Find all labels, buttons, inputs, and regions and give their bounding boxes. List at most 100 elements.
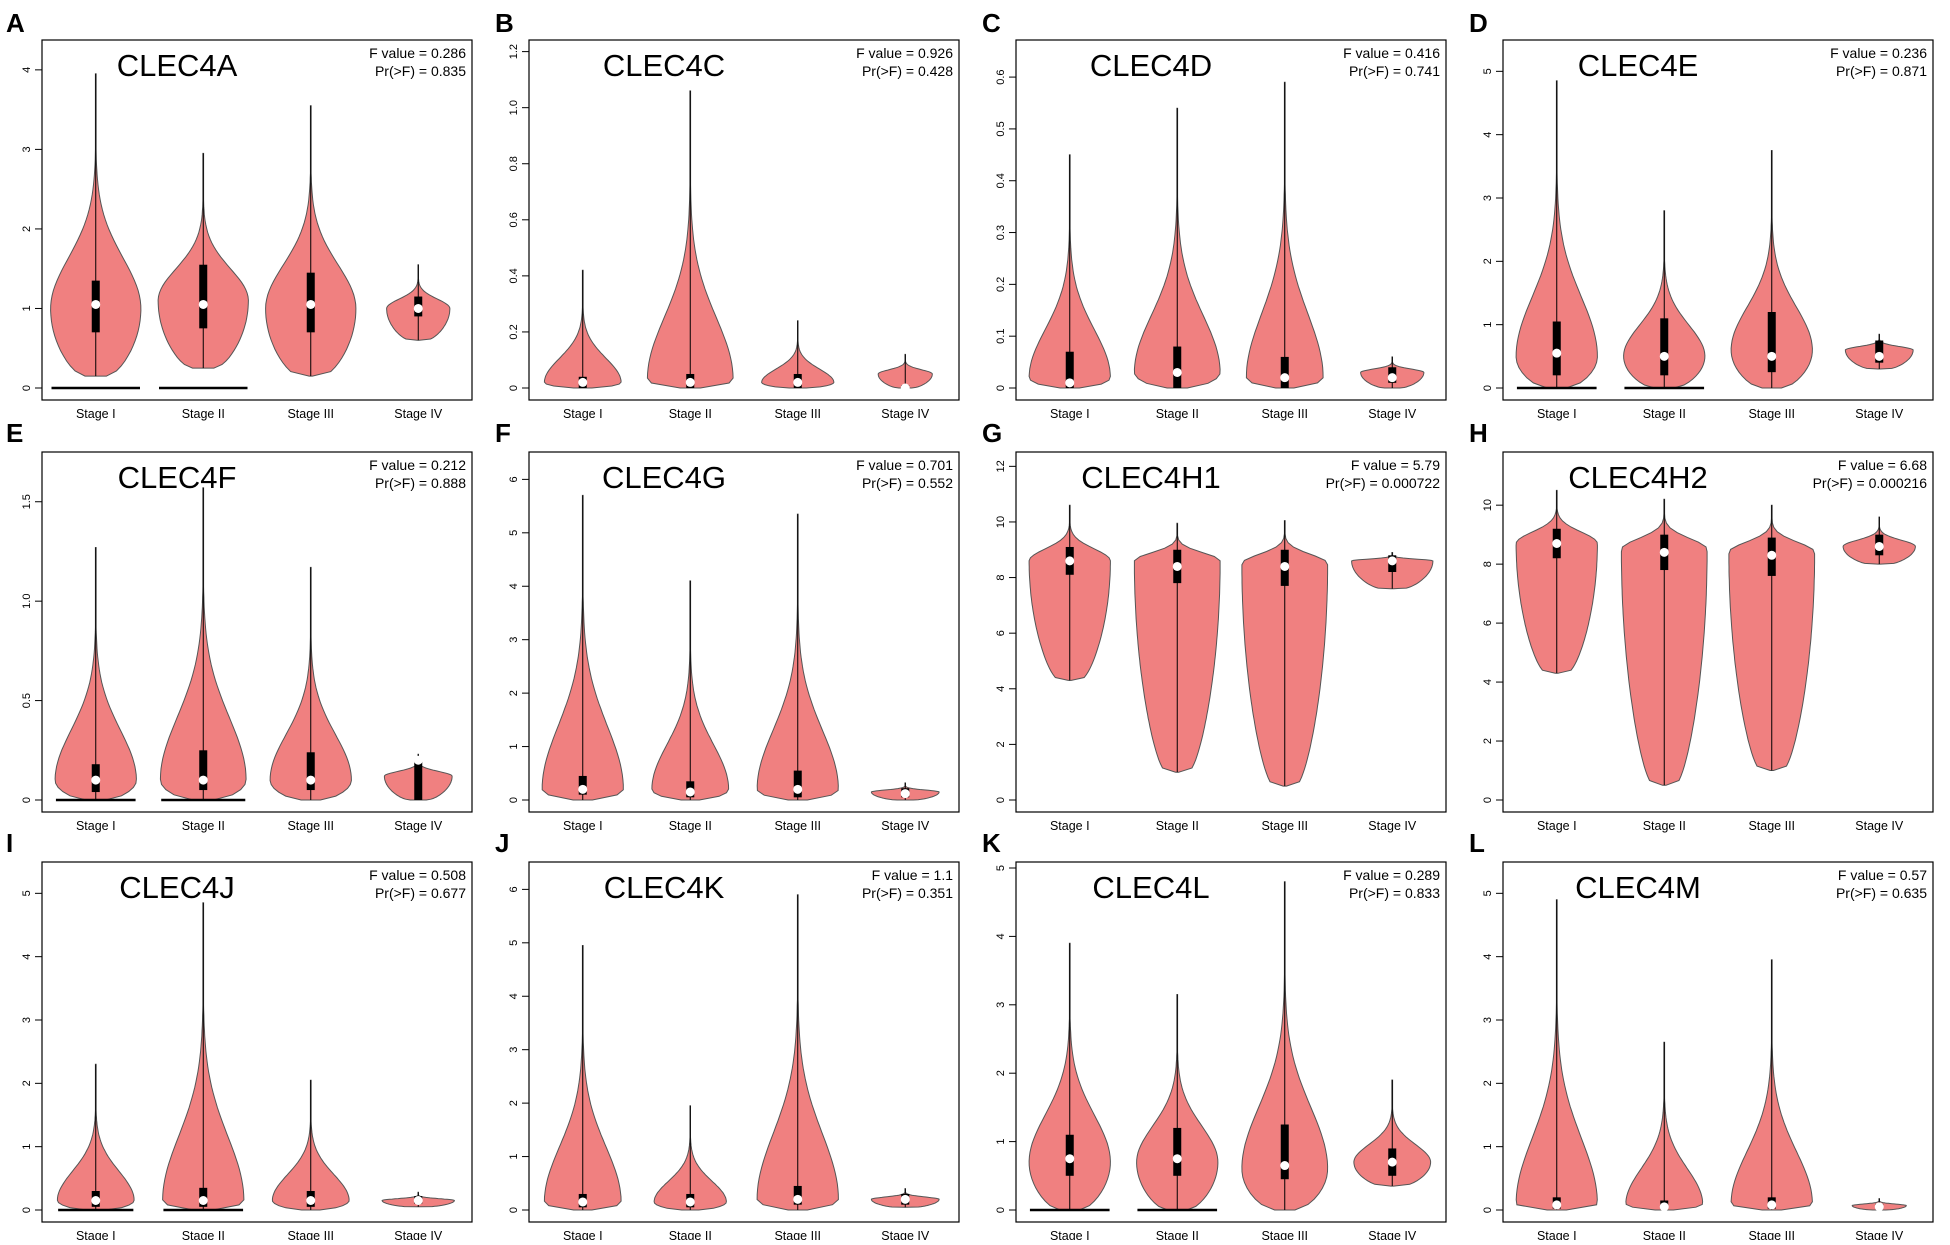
chart-title: CLEC4A	[117, 48, 238, 83]
f-value-text: F value = 5.79	[1351, 457, 1440, 473]
x-tick-label: Stage II	[182, 1229, 225, 1240]
y-tick-label: 0	[1482, 1207, 1494, 1213]
x-tick-label: Stage III	[287, 1229, 334, 1240]
violin-4: Stage IV	[877, 353, 933, 421]
panel-label: H	[1469, 418, 1488, 448]
y-tick-label: 4	[508, 583, 520, 589]
y-tick-label: 4	[1482, 679, 1494, 685]
violin-4: Stage IV	[1851, 1198, 1907, 1243]
median-point	[198, 299, 208, 309]
y-tick-label: 8	[995, 574, 1007, 580]
y-tick-label: 0.4	[995, 173, 1007, 188]
y-tick-label: 0	[508, 385, 520, 391]
pr-value-text: Pr(>F) = 0.833	[1349, 885, 1440, 901]
iqr-box	[1767, 312, 1776, 373]
x-tick-label: Stage III	[287, 407, 334, 421]
chart-title: CLEC4L	[1092, 870, 1209, 905]
y-tick-label: 8	[1482, 561, 1494, 567]
f-value-text: F value = 0.212	[369, 457, 466, 473]
y-tick-label: 3	[1482, 1017, 1494, 1023]
chart-title: CLEC4E	[1578, 48, 1699, 83]
violin-2: Stage II	[157, 152, 249, 421]
x-tick-label: Stage III	[1261, 1229, 1308, 1240]
x-tick-label: Stage I	[1537, 1229, 1577, 1240]
x-tick-label: Stage I	[1537, 407, 1577, 421]
y-tick-label: 10	[1482, 499, 1494, 511]
y-tick-label: 4	[995, 686, 1007, 692]
median-point	[793, 784, 803, 794]
y-tick-label: 0.6	[995, 69, 1007, 84]
x-tick-label: Stage III	[287, 819, 334, 833]
y-tick-label: 1	[1482, 322, 1494, 328]
iqr-box	[1660, 318, 1669, 376]
median-point	[1280, 1161, 1290, 1171]
chart-title: CLEC4H2	[1568, 460, 1708, 495]
x-tick-label: Stage I	[76, 819, 116, 833]
violin-3: Stage III	[1245, 81, 1324, 421]
violin-1: Stage I	[50, 73, 142, 421]
x-tick-label: Stage IV	[394, 819, 443, 833]
chart-title: CLEC4D	[1090, 48, 1212, 83]
iqr-box	[1552, 321, 1561, 376]
median-point	[1659, 1202, 1669, 1212]
median-point	[1874, 351, 1884, 361]
violin-4: Stage IV	[1844, 333, 1914, 421]
pr-value-text: Pr(>F) = 0.677	[375, 885, 466, 901]
median-point	[91, 775, 101, 785]
chart-title: CLEC4M	[1575, 870, 1701, 905]
chart-title: CLEC4J	[119, 870, 234, 905]
f-value-text: F value = 0.701	[856, 457, 953, 473]
panel-a: A 0 1 2 3 4 CLEC4A F value = 0.286 Pr(>F) = 0.83…	[6, 8, 473, 421]
median-point	[1172, 1154, 1182, 1164]
median-point	[1874, 541, 1884, 551]
median-point	[1659, 547, 1669, 557]
median-point	[306, 1196, 316, 1205]
y-tick-label: 1	[1482, 1144, 1494, 1150]
median-point	[91, 1196, 101, 1205]
y-tick-label: 4	[1482, 954, 1494, 960]
iqr-box	[1875, 340, 1884, 363]
y-tick-label: 0	[21, 797, 33, 803]
x-tick-label: Stage II	[1156, 407, 1199, 421]
median-point	[900, 789, 910, 799]
median-point	[1552, 1200, 1562, 1210]
median-point	[578, 377, 588, 387]
y-tick-label: 3	[21, 146, 33, 152]
x-tick-label: Stage III	[1748, 1229, 1795, 1240]
median-point	[413, 1196, 423, 1205]
violin-2: Stage II	[159, 487, 247, 833]
median-point	[1874, 1202, 1884, 1212]
x-tick-label: Stage II	[669, 1229, 712, 1240]
violin-4: Stage IV	[1353, 1079, 1432, 1243]
median-point	[1065, 1154, 1075, 1164]
y-tick-label: 2	[1482, 1080, 1494, 1086]
panel-label: C	[982, 8, 1001, 38]
pr-value-text: Pr(>F) = 0.871	[1836, 63, 1927, 79]
panel-label: B	[495, 8, 514, 38]
y-tick-label: 5	[508, 940, 520, 946]
x-tick-label: Stage IV	[881, 407, 930, 421]
x-tick-label: Stage II	[1156, 819, 1199, 833]
y-tick-label: 0.4	[508, 268, 520, 283]
panel-h: H 0 2 4 6 8 10 CLEC4H2 F value = 6.68 Pr(>F) = 0.…	[1469, 418, 1934, 833]
violin-4: Stage IV	[386, 264, 451, 421]
y-tick-label: 0.5	[21, 693, 33, 708]
chart-title: CLEC4C	[603, 48, 725, 83]
y-tick-label: 2	[21, 226, 33, 232]
x-tick-label: Stage I	[563, 407, 603, 421]
median-point	[1659, 351, 1669, 361]
y-tick-label: 1.5	[21, 494, 33, 509]
x-tick-label: Stage III	[1748, 819, 1795, 833]
pr-value-text: Pr(>F) = 0.428	[862, 63, 953, 79]
violin-3: Stage III	[761, 320, 835, 421]
violin-1: Stage I	[543, 945, 622, 1243]
x-tick-label: Stage I	[1537, 819, 1577, 833]
chart-title: CLEC4H1	[1081, 460, 1221, 495]
panel-label: I	[6, 828, 13, 858]
iqr-box	[199, 264, 208, 329]
violin-3: Stage III	[1241, 881, 1329, 1243]
violin-2: Stage II	[1623, 210, 1706, 421]
median-point	[685, 787, 695, 797]
y-tick-label: 3	[508, 637, 520, 643]
panel-f: F 0 1 2 3 4 5 6 CLEC4G F value = 0.701 Pr(>F) = 0.…	[495, 418, 960, 833]
